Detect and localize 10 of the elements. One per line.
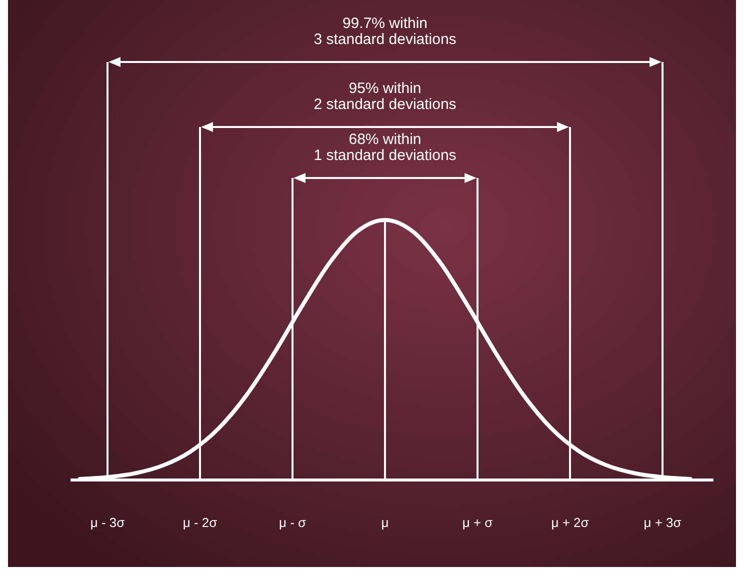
x-tick-label: μ <box>381 515 389 530</box>
x-tick-label: μ - 2σ <box>182 515 218 530</box>
x-tick-label: μ + 2σ <box>551 515 589 530</box>
text: 95% within 2 standard deviations <box>314 80 456 113</box>
x-tick-label: μ + σ <box>462 515 493 530</box>
text: 68% within 1 standard deviations <box>314 131 456 164</box>
text: 99.7% within 3 standard deviations <box>314 15 456 48</box>
x-tick-label: μ - σ <box>278 515 306 530</box>
x-tick-label: μ + 3σ <box>644 515 682 530</box>
x-tick-label: μ - 3σ <box>90 515 125 530</box>
